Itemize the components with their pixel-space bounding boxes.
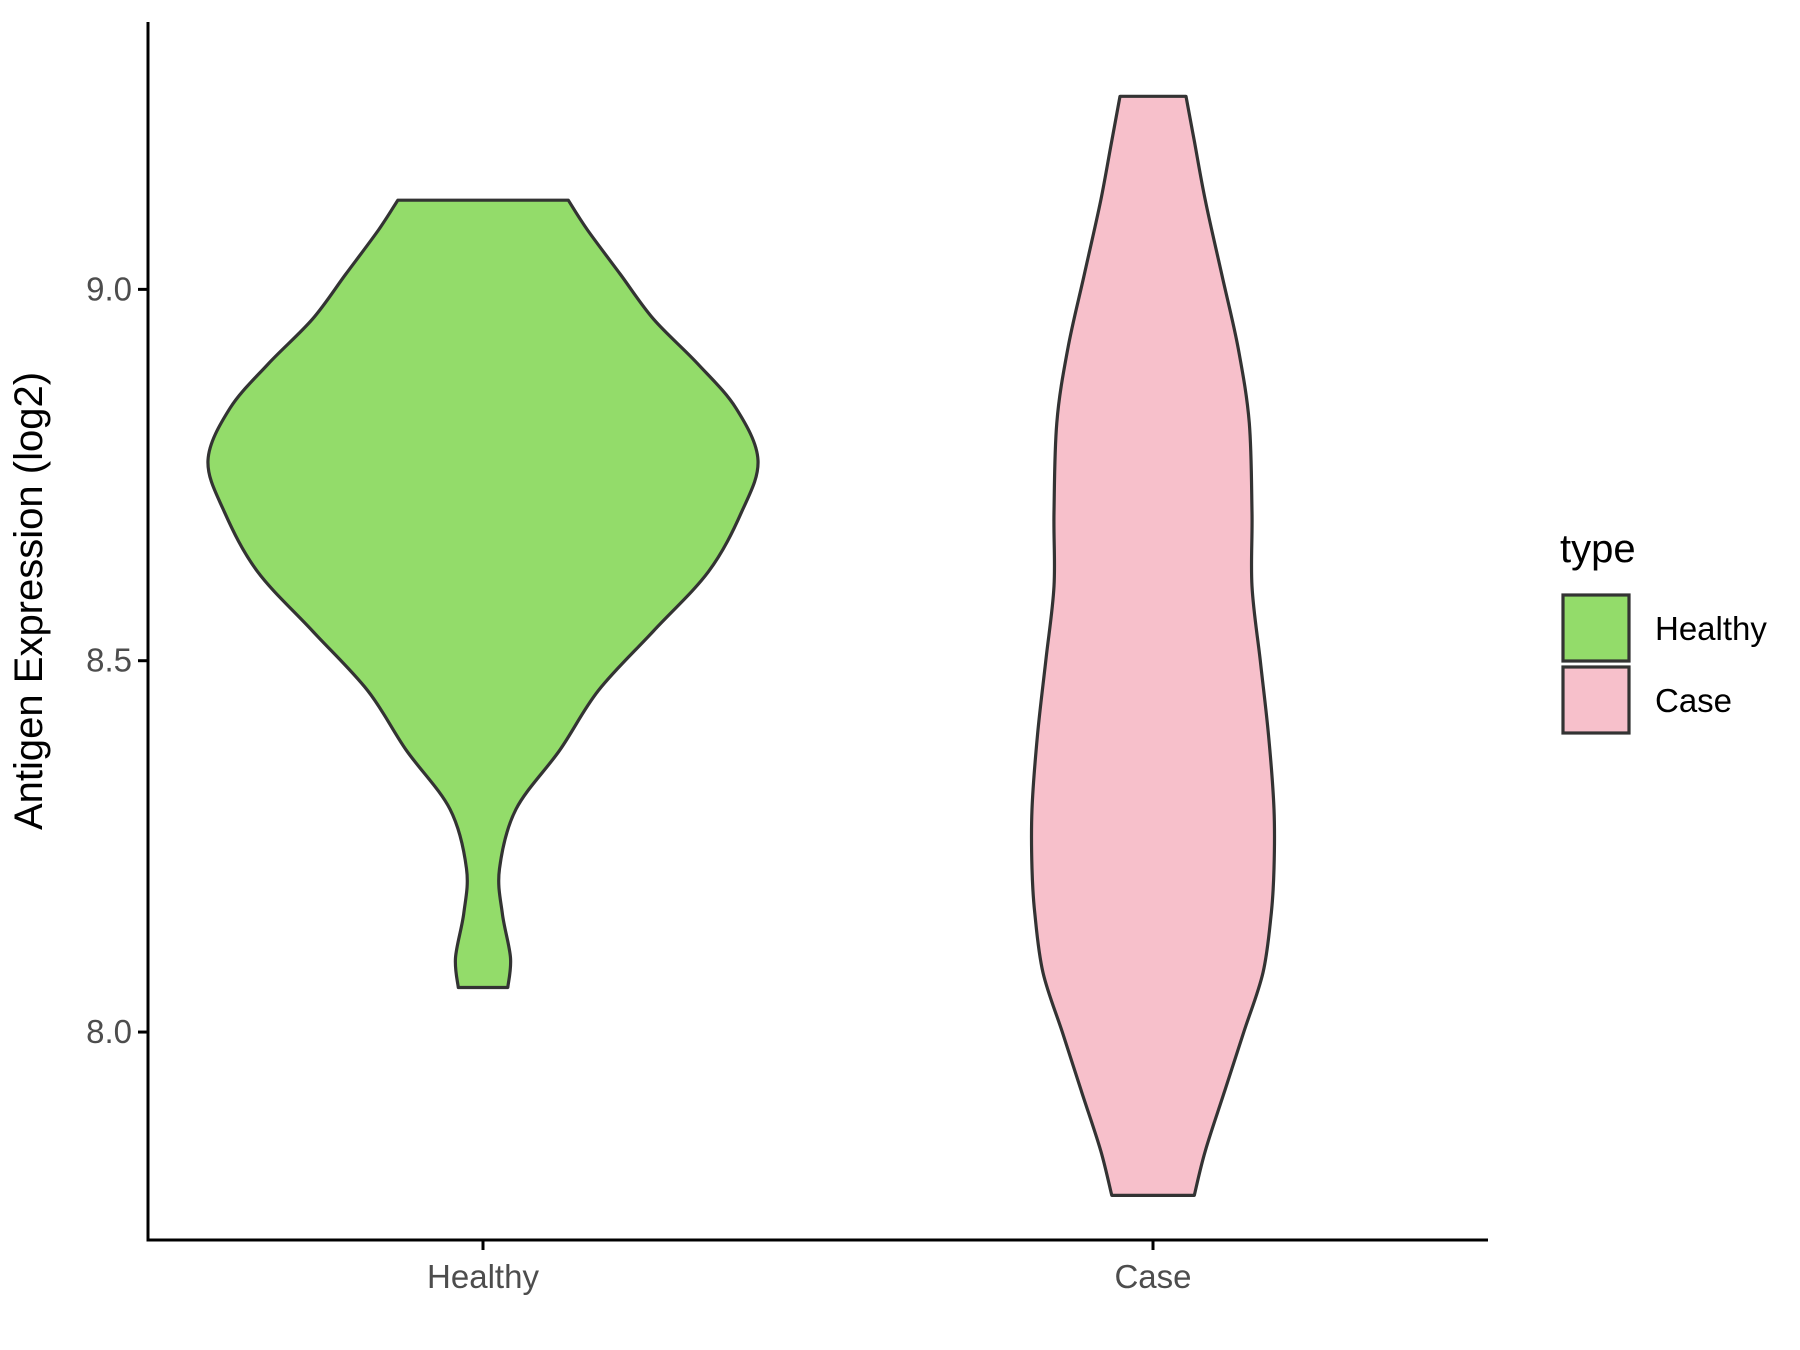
legend-entries: Healthy Case [1561,593,1767,735]
violin-case [1029,94,1277,1197]
y-ticks: 8.0 8.5 9.0 [86,270,148,1050]
violin-layer [206,94,1277,1197]
legend-label: Case [1655,682,1732,719]
y-tick-label: 9.0 [86,270,132,307]
legend: type Healthy Case [1560,527,1767,735]
axes: 8.0 8.5 9.0 Healthy Case [86,22,1488,1295]
legend-key-case [1561,665,1631,735]
y-axis-title: Antigen Expression (log2) [7,372,51,830]
x-tick-label: Healthy [427,1258,539,1295]
legend-title: type [1560,527,1636,571]
y-tick-label: 8.5 [86,642,132,679]
legend-key-healthy [1561,593,1631,663]
x-tick-label: Case [1114,1258,1191,1295]
y-tick-label: 8.0 [86,1013,132,1050]
x-ticks: Healthy Case [427,1240,1192,1295]
violin-healthy [206,198,760,990]
legend-label: Healthy [1655,610,1767,647]
